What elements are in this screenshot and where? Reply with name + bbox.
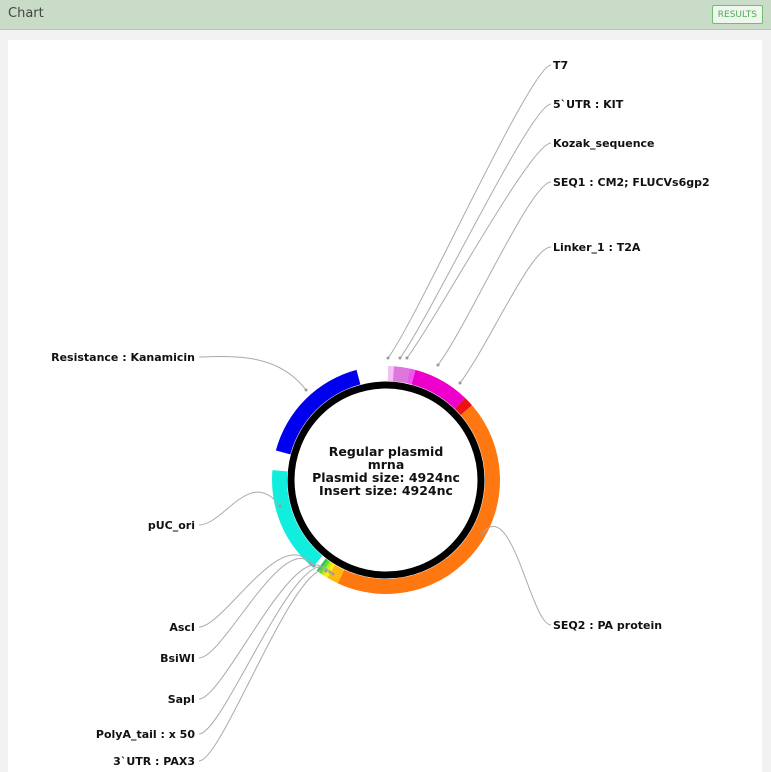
leader-line-seq2-pa-protein: [481, 525, 552, 626]
feature-label-polya-tail-x-50[interactable]: PolyA_tail : x 50: [96, 728, 195, 741]
label-leader-lines: [198, 64, 552, 762]
leader-line-3-utr-pax3: [198, 569, 334, 762]
leader-arrow-t7: [386, 356, 390, 360]
leader-line-linker-1-t2a: [459, 246, 552, 384]
feature-arc-asci[interactable]: [316, 558, 328, 573]
results-button[interactable]: RESULTS: [711, 5, 763, 24]
feature-label-kozak-sequence[interactable]: Kozak_sequence: [553, 137, 655, 150]
center-text-line-4: Insert size: 4924nc: [319, 483, 453, 498]
leader-line-seq1-cm2-flucvs6gp2: [437, 181, 552, 366]
leader-arrow-seq1-cm2-flucvs6gp2: [436, 363, 440, 367]
leader-arrow-5-utr-kit: [398, 356, 402, 360]
leader-line-puc-ori: [198, 491, 281, 526]
leader-line-bsiwi: [198, 557, 315, 659]
feature-label-resistance-kanamicin[interactable]: Resistance : Kanamicin: [51, 351, 195, 364]
leader-line-sapi: [198, 564, 327, 700]
center-text-line-2: mrna: [368, 457, 405, 472]
leader-arrow-kozak-sequence: [405, 356, 409, 360]
feature-label-linker-1-t2a[interactable]: Linker_1 : T2A: [553, 241, 641, 254]
leader-line-t7: [387, 64, 552, 359]
leader-line-kozak-sequence: [406, 142, 552, 359]
leader-line-resistance-kanamicin: [198, 356, 307, 391]
plasmid-map-panel: T7 5`UTR : KIT Kozak_sequence SEQ1 : CM2; F…: [8, 40, 762, 772]
feature-arc-resistance-kanamicin[interactable]: [275, 369, 361, 455]
feature-arc-linker-1-t2a[interactable]: [454, 397, 473, 416]
chart-header: Chart RESULTS: [0, 0, 771, 30]
leader-arrow-3-utr-pax3: [331, 572, 335, 576]
leader-arrow-seq2-pa-protein: [480, 532, 484, 536]
feature-arc-3-utr-pax3[interactable]: [327, 564, 345, 584]
leader-arrow-sapi: [324, 569, 328, 573]
feature-label-seq2-pa-protein[interactable]: SEQ2 : PA protein: [553, 619, 662, 632]
feature-labels: T7 5`UTR : KIT Kozak_sequence SEQ1 : CM2; F…: [51, 59, 710, 768]
feature-arc-5-utr-kit[interactable]: [392, 366, 410, 384]
leader-line-asci: [198, 554, 312, 628]
center-text-line-3: Plasmid size: 4924nc: [312, 470, 460, 485]
leader-arrow-puc-ori: [278, 504, 282, 508]
plasmid-backbone-circle: [287, 381, 485, 579]
feature-label-sapi[interactable]: SapI: [168, 693, 195, 706]
leader-line-polya-tail-x-50: [198, 566, 331, 735]
feature-arc-seq2-pa-protein[interactable]: [337, 405, 501, 594]
feature-label-puc-ori[interactable]: pUC_ori: [148, 519, 195, 532]
feature-arc-t7[interactable]: [387, 366, 394, 382]
leader-line-5-utr-kit: [399, 103, 552, 359]
plasmid-map: T7 5`UTR : KIT Kozak_sequence SEQ1 : CM2; F…: [51, 59, 710, 768]
feature-arc-seq1-cm2-flucvs6gp2[interactable]: [411, 369, 466, 409]
leader-arrow-linker-1-t2a: [458, 381, 462, 385]
feature-arc-puc-ori[interactable]: [272, 470, 323, 568]
feature-label-5-utr-kit[interactable]: 5`UTR : KIT: [553, 98, 624, 111]
chart-title: Chart: [8, 6, 44, 21]
feature-label-seq1-cm2-flucvs6gp2[interactable]: SEQ1 : CM2; FLUCVs6gp2: [553, 176, 710, 189]
feature-label-asci[interactable]: AscI: [169, 621, 195, 634]
center-text-line-1: Regular plasmid: [329, 444, 444, 459]
leader-arrow-resistance-kanamicin: [304, 388, 308, 392]
feature-label-t7[interactable]: T7: [553, 59, 568, 72]
feature-label-3-utr-pax3[interactable]: 3`UTR : PAX3: [113, 755, 195, 768]
feature-arc-kozak-sequence[interactable]: [406, 368, 416, 385]
feature-label-bsiwi[interactable]: BsiWI: [160, 652, 195, 665]
